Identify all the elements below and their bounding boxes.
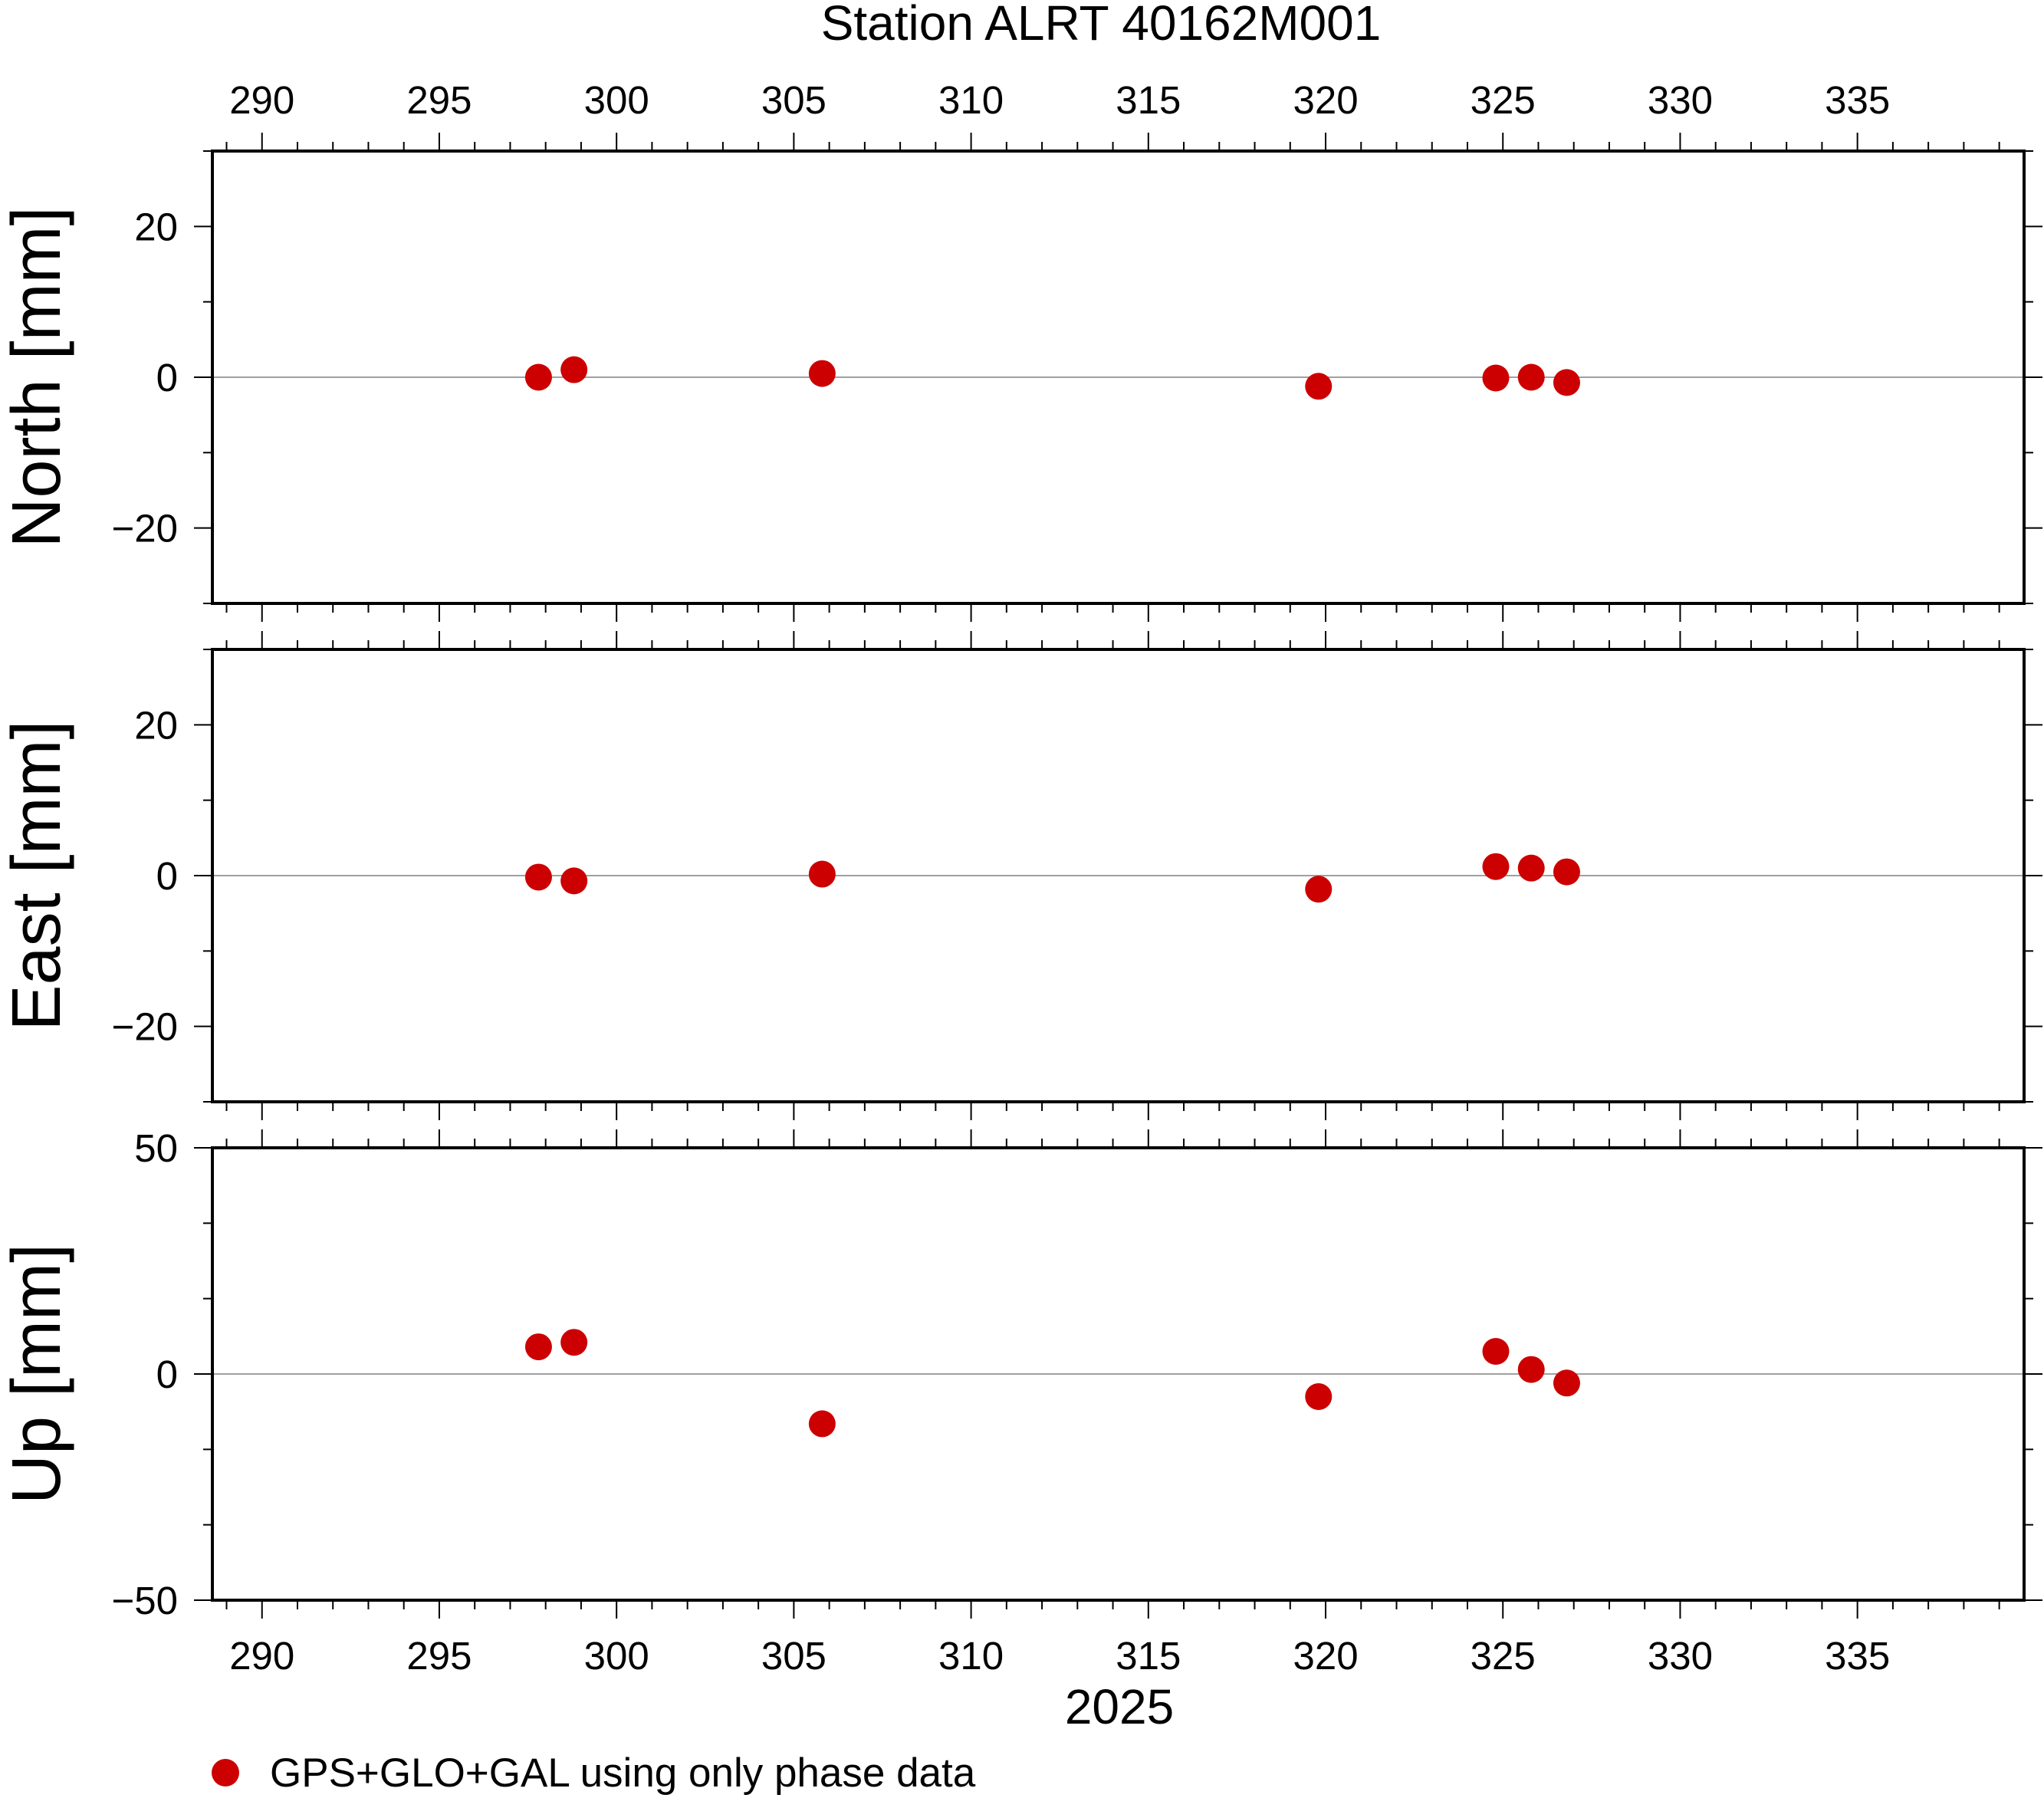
top-tick-labels: 290 295 300 305 310 315 320 325 330 335 xyxy=(229,78,1890,122)
y-axis-label: Up [mm] xyxy=(0,1244,75,1504)
data-point xyxy=(524,1333,552,1361)
y-tick-label: 0 xyxy=(156,854,178,898)
panel-frame xyxy=(211,648,2026,1103)
data-point xyxy=(560,356,588,383)
bottom-x-tick-label: 330 xyxy=(1648,1634,1713,1678)
panel-frame xyxy=(211,1146,2026,1602)
data-point xyxy=(808,860,836,888)
y-tick-label: −50 xyxy=(111,1579,178,1622)
y-axis-label: North [mm] xyxy=(0,206,75,547)
bottom-tick-labels: 290 295 300 305 310 315 320 325 330 335 xyxy=(229,1634,1890,1678)
data-point xyxy=(1305,876,1333,903)
y-axis-label: East [mm] xyxy=(0,720,75,1030)
y-tick-label: −20 xyxy=(111,1005,178,1049)
y-tick-label: 0 xyxy=(156,356,178,399)
data-point xyxy=(1482,1338,1510,1365)
top-x-tick-label: 335 xyxy=(1825,78,1890,122)
data-point xyxy=(1305,373,1333,400)
bottom-x-tick-label: 325 xyxy=(1471,1634,1536,1678)
data-point xyxy=(1517,1356,1545,1383)
legend-marker xyxy=(212,1759,239,1786)
top-x-tick-label: 290 xyxy=(229,78,294,122)
data-point xyxy=(1553,369,1580,396)
panel-north: 20 0 −20 North [mm] xyxy=(0,133,2042,622)
panels: 20 0 −20 North [mm] 20 0 −20 East [mm] 50 0 −50 Up … xyxy=(0,133,2042,1622)
y-tick-label: 20 xyxy=(134,703,178,747)
data-point xyxy=(808,1410,836,1438)
top-x-tick-label: 295 xyxy=(406,78,472,122)
top-x-tick-label: 310 xyxy=(938,78,1004,122)
data-point xyxy=(560,1329,588,1356)
bottom-x-tick-label: 310 xyxy=(938,1634,1004,1678)
x-axis-label: 2025 xyxy=(1065,1679,1174,1734)
bottom-x-tick-label: 305 xyxy=(761,1634,826,1678)
bottom-x-tick-label: 315 xyxy=(1116,1634,1181,1678)
data-point xyxy=(524,363,552,391)
y-tick-label: −20 xyxy=(111,507,178,551)
data-point xyxy=(1553,858,1580,886)
bottom-x-tick-label: 320 xyxy=(1293,1634,1358,1678)
bottom-x-tick-label: 335 xyxy=(1825,1634,1890,1678)
top-x-tick-label: 330 xyxy=(1648,78,1713,122)
data-point xyxy=(1482,853,1510,880)
legend-label: GPS+GLO+GAL using only phase data xyxy=(270,1750,976,1796)
panel-up: 50 0 −50 Up [mm] xyxy=(0,1126,2042,1622)
bottom-x-tick-label: 295 xyxy=(406,1634,472,1678)
bottom-x-tick-label: 300 xyxy=(584,1634,649,1678)
top-x-tick-label: 325 xyxy=(1471,78,1536,122)
data-point xyxy=(808,360,836,387)
panel-east: 20 0 −20 East [mm] xyxy=(0,631,2042,1120)
data-point xyxy=(1517,363,1545,391)
data-point xyxy=(1517,854,1545,882)
data-point xyxy=(1305,1383,1333,1410)
top-x-tick-label: 320 xyxy=(1293,78,1358,122)
y-tick-label: 50 xyxy=(134,1126,178,1170)
top-x-tick-label: 300 xyxy=(584,78,649,122)
data-point xyxy=(1482,364,1510,392)
legend: GPS+GLO+GAL using only phase data xyxy=(212,1750,976,1796)
data-point xyxy=(1553,1369,1580,1397)
bottom-x-tick-label: 290 xyxy=(229,1634,294,1678)
data-point xyxy=(524,863,552,891)
data-point xyxy=(560,867,588,895)
y-tick-label: 0 xyxy=(156,1353,178,1396)
chart-title: Station ALRT 40162M001 xyxy=(821,0,1382,51)
panel-frame xyxy=(211,150,2026,605)
top-x-tick-label: 315 xyxy=(1116,78,1181,122)
top-x-tick-label: 305 xyxy=(761,78,826,122)
y-tick-label: 20 xyxy=(134,205,178,248)
